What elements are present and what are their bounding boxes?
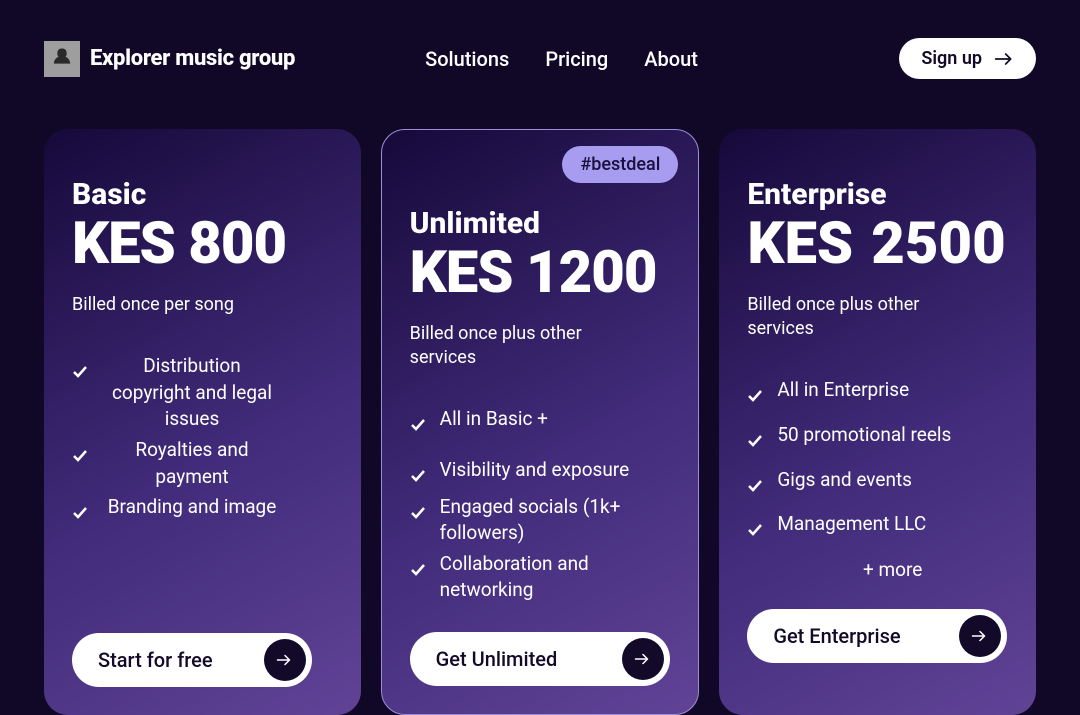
- feature-item: Collaboration and networking: [410, 551, 671, 604]
- check-icon: [747, 428, 763, 455]
- nav-link-about[interactable]: About: [644, 47, 698, 71]
- nav-link-pricing[interactable]: Pricing: [545, 47, 608, 71]
- feature-item: Branding and image: [72, 494, 333, 527]
- check-icon: [410, 557, 426, 584]
- feature-text: 50 promotional reels: [777, 422, 951, 449]
- logo-icon: [44, 41, 80, 77]
- feature-text: Branding and image: [102, 494, 282, 521]
- plan-billing: Billed once plus other services: [410, 322, 630, 371]
- feature-text: Royalties and payment: [102, 437, 282, 490]
- plan-billing: Billed once per song: [72, 293, 292, 317]
- feature-item: 50 promotional reels: [747, 422, 1008, 455]
- nav-links: Solutions Pricing About: [425, 47, 698, 71]
- feature-item: Management LLC: [747, 511, 1008, 544]
- check-icon: [410, 412, 426, 439]
- more-features: + more: [777, 558, 1008, 581]
- plan-billing: Billed once plus other services: [747, 293, 967, 342]
- arrow-circle-icon: [622, 638, 664, 680]
- check-icon: [410, 463, 426, 490]
- plan-price: KES2500: [747, 214, 1008, 275]
- feature-text: Gigs and events: [777, 467, 912, 494]
- check-icon: [72, 359, 88, 386]
- feature-item: All in Basic +: [410, 406, 671, 439]
- feature-text: Distribution copyright and legal issues: [102, 353, 282, 433]
- feature-text: Engaged socials (1k+ followers): [440, 494, 671, 547]
- check-icon: [747, 473, 763, 500]
- cta-label: Start for free: [98, 648, 213, 672]
- plan-features: All in Enterprise 50 promotional reels G…: [747, 377, 1008, 580]
- cta-label: Get Enterprise: [773, 624, 900, 648]
- plan-price: KES 1200: [410, 243, 671, 304]
- feature-item: Distribution copyright and legal issues: [72, 353, 333, 433]
- feature-text: Management LLC: [777, 511, 926, 538]
- feature-text: Collaboration and networking: [440, 551, 671, 604]
- signup-button[interactable]: Sign up: [899, 38, 1036, 79]
- signup-label: Sign up: [921, 48, 982, 69]
- feature-text: All in Enterprise: [777, 377, 909, 404]
- best-deal-badge: #bestdeal: [562, 146, 678, 183]
- feature-text: Visibility and exposure: [440, 457, 629, 484]
- feature-item: Visibility and exposure: [410, 457, 671, 490]
- feature-item: All in Enterprise: [747, 377, 1008, 410]
- top-nav: Explorer music group Solutions Pricing A…: [0, 0, 1080, 79]
- plan-features: Distribution copyright and legal issues …: [72, 353, 333, 527]
- cta-start-free[interactable]: Start for free: [72, 633, 312, 687]
- feature-item: Royalties and payment: [72, 437, 333, 490]
- logo[interactable]: Explorer music group: [44, 41, 295, 77]
- plan-features: All in Basic + Visibility and exposure E…: [410, 406, 671, 604]
- arrow-circle-icon: [959, 615, 1001, 657]
- pricing-cards: Basic KES 800 Billed once per song Distr…: [0, 79, 1080, 715]
- check-icon: [747, 383, 763, 410]
- brand-name: Explorer music group: [90, 46, 295, 71]
- pricing-card-basic: Basic KES 800 Billed once per song Distr…: [44, 129, 361, 715]
- feature-text: All in Basic +: [440, 406, 548, 433]
- check-icon: [410, 500, 426, 527]
- check-icon: [747, 517, 763, 544]
- feature-item: Engaged socials (1k+ followers): [410, 494, 671, 547]
- plan-tier: Enterprise: [747, 177, 1008, 212]
- check-icon: [72, 500, 88, 527]
- pricing-card-unlimited: #bestdeal Unlimited KES 1200 Billed once…: [381, 129, 700, 715]
- plan-tier: Basic: [72, 177, 333, 212]
- cta-label: Get Unlimited: [436, 647, 558, 671]
- cta-get-unlimited[interactable]: Get Unlimited: [410, 632, 670, 686]
- plan-tier: Unlimited: [410, 206, 671, 241]
- check-icon: [72, 443, 88, 470]
- feature-item: Gigs and events: [747, 467, 1008, 500]
- nav-link-solutions[interactable]: Solutions: [425, 47, 509, 71]
- pricing-card-enterprise: Enterprise KES2500 Billed once plus othe…: [719, 129, 1036, 715]
- cta-get-enterprise[interactable]: Get Enterprise: [747, 609, 1007, 663]
- arrow-right-icon: [994, 52, 1014, 66]
- plan-price: KES 800: [72, 214, 333, 275]
